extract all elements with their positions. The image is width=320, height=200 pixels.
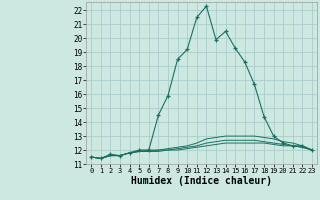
X-axis label: Humidex (Indice chaleur): Humidex (Indice chaleur) [131,176,272,186]
